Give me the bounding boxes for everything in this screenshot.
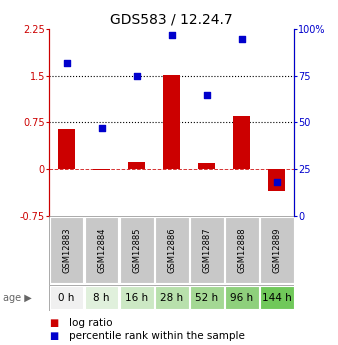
- Bar: [224, 286, 259, 309]
- Bar: [260, 217, 293, 283]
- Bar: [268, 169, 285, 191]
- Bar: [154, 217, 189, 283]
- Bar: [190, 217, 223, 283]
- Text: 0 h: 0 h: [58, 293, 75, 303]
- Bar: [84, 217, 119, 283]
- Text: GSM12889: GSM12889: [272, 227, 281, 273]
- Text: 8 h: 8 h: [93, 293, 110, 303]
- Bar: [163, 75, 180, 169]
- Bar: [50, 286, 83, 309]
- Text: ■: ■: [49, 318, 58, 327]
- Text: GSM12884: GSM12884: [97, 227, 106, 273]
- Text: 96 h: 96 h: [230, 293, 253, 303]
- Bar: [233, 116, 250, 169]
- Bar: [198, 163, 215, 169]
- Text: log ratio: log ratio: [69, 318, 113, 327]
- Text: 144 h: 144 h: [262, 293, 291, 303]
- Text: age ▶: age ▶: [3, 293, 32, 303]
- Bar: [224, 217, 259, 283]
- Bar: [120, 286, 153, 309]
- Point: [134, 73, 139, 79]
- Point: [204, 92, 209, 97]
- Text: percentile rank within the sample: percentile rank within the sample: [69, 332, 245, 341]
- Point: [169, 32, 174, 38]
- Text: GSM12888: GSM12888: [237, 227, 246, 273]
- Text: 16 h: 16 h: [125, 293, 148, 303]
- Bar: [84, 286, 119, 309]
- Text: GSM12885: GSM12885: [132, 227, 141, 273]
- Text: GSM12887: GSM12887: [202, 227, 211, 273]
- Bar: [154, 286, 189, 309]
- Bar: [93, 169, 110, 170]
- Text: GSM12886: GSM12886: [167, 227, 176, 273]
- Point: [99, 125, 104, 131]
- Text: ■: ■: [49, 332, 58, 341]
- Bar: [128, 161, 145, 169]
- Point: [239, 36, 244, 41]
- Bar: [50, 217, 83, 283]
- Text: 52 h: 52 h: [195, 293, 218, 303]
- Bar: [260, 286, 293, 309]
- Bar: [190, 286, 223, 309]
- Text: GSM12883: GSM12883: [62, 227, 71, 273]
- Bar: [58, 129, 75, 169]
- Text: 28 h: 28 h: [160, 293, 183, 303]
- Bar: [120, 217, 153, 283]
- Point: [274, 179, 279, 185]
- Title: GDS583 / 12.24.7: GDS583 / 12.24.7: [110, 13, 233, 27]
- Point: [64, 60, 69, 66]
